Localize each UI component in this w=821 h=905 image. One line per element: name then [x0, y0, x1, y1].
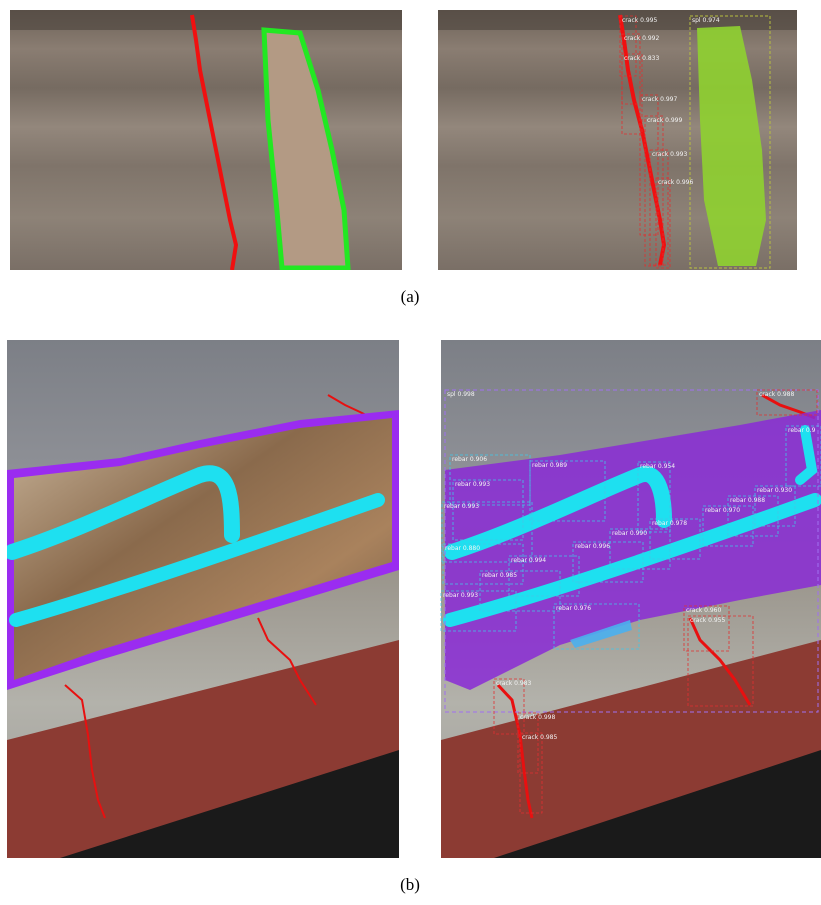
- detection-label: rebar 0.988: [730, 497, 765, 504]
- detection-label: rebar 0.989: [532, 462, 567, 469]
- detection-label: crack 0.995: [622, 17, 657, 24]
- detection-label: crack 0.996: [658, 179, 693, 186]
- detection-label: rebar 0.954: [640, 463, 675, 470]
- detection-label: rebar 0.994: [511, 557, 546, 564]
- detection-label: crack 0.997: [642, 96, 677, 103]
- caption: (a): [401, 287, 420, 306]
- figure: (a) (b) crack 0.995 spl 0.974 crack 0.992 c…: [0, 0, 821, 905]
- detection-label: rebar 0.993: [444, 503, 479, 510]
- detection-label: rebar 0.978: [652, 520, 687, 527]
- detection-label: rebar 0.9: [788, 427, 816, 434]
- detection-label: crack 0.988: [759, 391, 794, 398]
- image-b-left: [7, 340, 399, 858]
- detection-label: spl 0.998: [447, 391, 475, 398]
- detection-label: rebar 0.993: [443, 592, 478, 599]
- caption: (b): [400, 875, 420, 894]
- detection-label: rebar 0.990: [612, 530, 647, 537]
- detection-label: crack 0.993: [652, 151, 687, 158]
- detection-label: spl 0.974: [692, 17, 720, 24]
- detection-label: rebar 0.906: [452, 456, 487, 463]
- detection-label: crack 0.833: [624, 55, 659, 62]
- detection-label: rebar 0.985: [482, 572, 517, 579]
- detection-label: rebar 0.970: [705, 507, 740, 514]
- detection-label: rebar 0.880: [445, 545, 480, 552]
- detection-label: rebar 0.930: [757, 487, 792, 494]
- detection-label: rebar 0.993: [455, 481, 490, 488]
- detection-label: rebar 0.996: [575, 543, 610, 550]
- image-a-left: [10, 10, 402, 270]
- detection-label: crack 0.998: [520, 714, 555, 721]
- detection-label: crack 0.992: [624, 35, 659, 42]
- detection-label: crack 0.960: [686, 607, 721, 614]
- detection-label: crack 0.999: [647, 117, 682, 124]
- detection-label: rebar 0.976: [556, 605, 591, 612]
- image-a-right: [438, 10, 797, 270]
- image-b-right: [441, 340, 821, 858]
- detection-label: crack 0.955: [690, 617, 725, 624]
- detection-label: crack 0.983: [496, 680, 531, 687]
- detection-label: crack 0.985: [522, 734, 557, 741]
